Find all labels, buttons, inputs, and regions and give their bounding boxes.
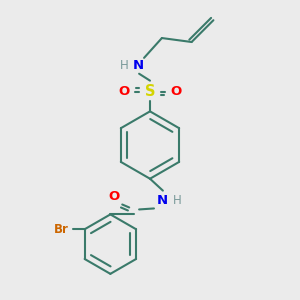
Text: N: N — [133, 59, 144, 72]
Text: S: S — [145, 84, 155, 99]
Text: N: N — [156, 194, 167, 207]
Text: Br: Br — [53, 223, 68, 236]
Text: H: H — [173, 194, 182, 207]
Text: O: O — [118, 85, 130, 98]
Text: O: O — [170, 85, 182, 98]
Text: O: O — [109, 190, 120, 203]
Text: H: H — [120, 59, 129, 72]
